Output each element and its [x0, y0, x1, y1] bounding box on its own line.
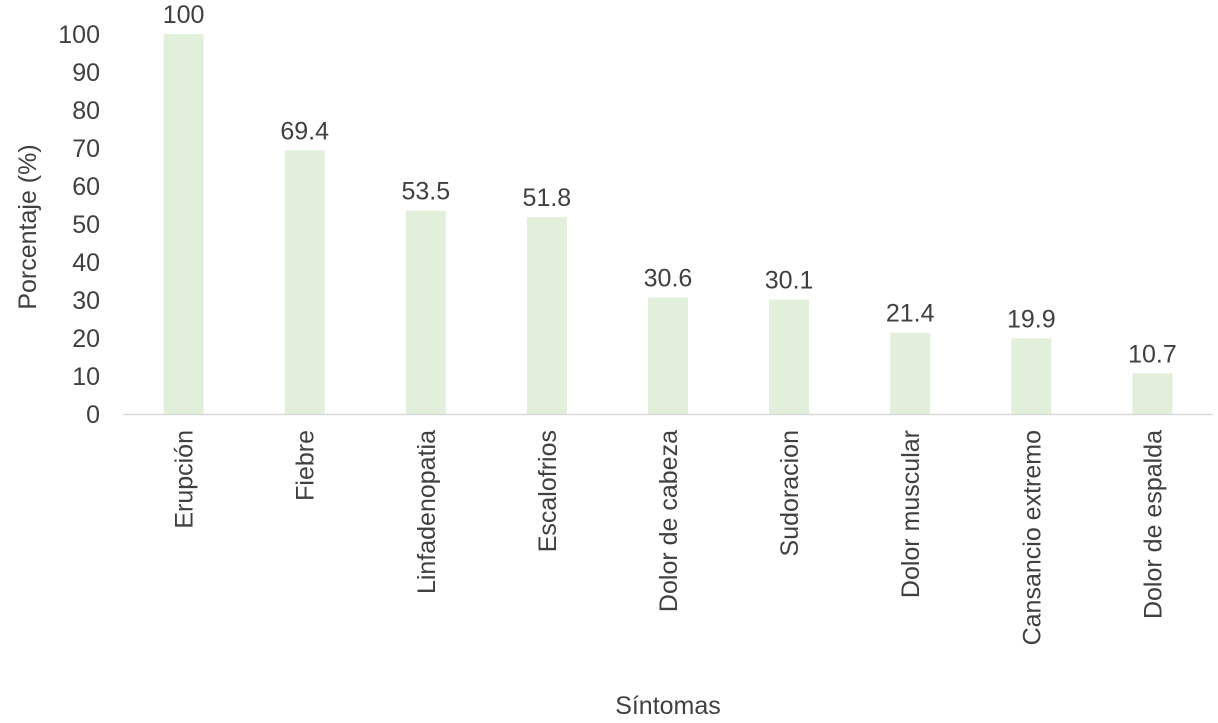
bar: [1011, 338, 1052, 414]
bar: [1132, 373, 1173, 414]
bar: [890, 332, 931, 414]
y-tick-label: 70: [72, 135, 100, 163]
y-tick-label: 80: [72, 97, 100, 125]
y-tick-label: 50: [72, 211, 100, 239]
x-tick-label: Cansancio extremo: [1018, 430, 1046, 645]
x-tick-label: Erupción: [171, 430, 199, 529]
bar: [648, 297, 688, 414]
x-tick-label: Sudoracion: [776, 430, 804, 556]
y-tick-labels: 0 10 20 30 40 50 60 70 80 90 100: [58, 21, 100, 429]
data-label: 53.5: [401, 178, 450, 206]
y-tick-label: 20: [72, 325, 100, 353]
y-tick-label: 30: [72, 287, 100, 315]
y-tick-label: 100: [58, 21, 100, 49]
x-tick-label: Dolor de cabeza: [655, 430, 683, 612]
y-tick-label: 40: [72, 249, 100, 277]
x-tick-label: Dolor muscular: [897, 430, 925, 598]
bar: [526, 217, 567, 414]
bar: [284, 150, 325, 414]
data-label: 30.6: [644, 265, 693, 293]
data-label: 30.1: [765, 267, 814, 295]
y-tick-label: 90: [72, 59, 100, 87]
data-label: 19.9: [1007, 305, 1056, 333]
data-label: 100: [163, 1, 205, 29]
category-labels-group: Erupción Fiebre Linfadenopatia Escalofrios D…: [171, 430, 1168, 645]
data-label: 10.7: [1128, 340, 1177, 368]
data-label: 21.4: [886, 300, 935, 328]
bar: [769, 299, 810, 414]
y-axis-title: Porcentaje (%): [14, 144, 42, 309]
y-tick-label: 0: [86, 401, 100, 429]
data-label: 51.8: [523, 184, 572, 212]
x-axis-title: Síntomas: [615, 692, 721, 720]
x-tick-label: Dolor de espalda: [1139, 430, 1167, 619]
data-label: 69.4: [280, 117, 329, 145]
x-tick-label: Fiebre: [292, 430, 320, 501]
bar: [405, 210, 446, 414]
x-tick-label: Linfadenopatia: [413, 430, 441, 594]
x-tick-label: Escalofrios: [534, 430, 562, 552]
y-tick-label: 60: [72, 173, 100, 201]
bar: [163, 34, 204, 414]
bars-group: [163, 34, 1173, 414]
y-tick-label: 10: [72, 363, 100, 391]
data-labels-group: 100 69.4 53.5 51.8 30.6 30.1 21.4 19.9 10.7: [163, 1, 1177, 368]
